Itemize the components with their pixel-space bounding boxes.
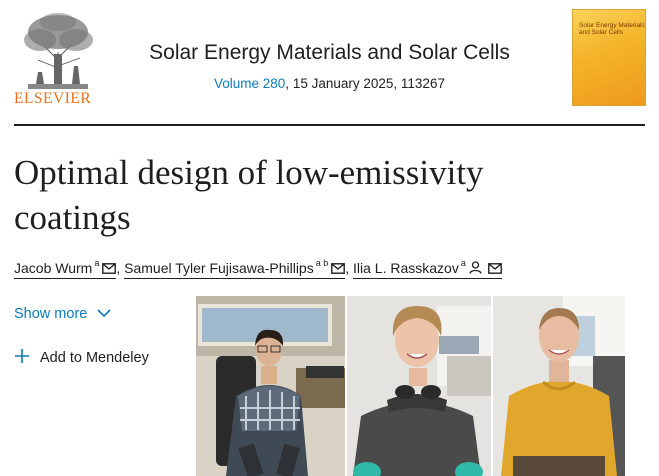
photo-samuel-fujisawa-phillips <box>347 296 491 476</box>
plus-icon <box>14 348 30 368</box>
mail-icon[interactable] <box>102 261 117 277</box>
author-jacob-wurm[interactable]: Jacob Wurm a <box>14 258 117 280</box>
author-list: Jacob Wurm a , Samuel Tyler Fujisawa-Phil… <box>14 258 502 280</box>
author-name: Jacob Wurm <box>14 260 93 276</box>
journal-cover-thumbnail[interactable]: Solar Energy Materials and Solar Cells <box>573 10 645 105</box>
author-separator: , <box>116 260 125 276</box>
chevron-down-icon <box>97 306 111 322</box>
mail-icon[interactable] <box>487 261 502 277</box>
affiliation-marker: a <box>460 258 466 268</box>
author-name: Samuel Tyler Fujisawa-Phillips <box>124 260 314 276</box>
cover-title: Solar Energy Materials and Solar Cells <box>579 22 645 36</box>
author-samuel-fujisawa-phillips[interactable]: Samuel Tyler Fujisawa-Phillips a b <box>124 258 346 280</box>
volume-link[interactable]: Volume 280 <box>214 76 286 91</box>
journal-title[interactable]: Solar Energy Materials and Solar Cells <box>149 41 510 64</box>
add-mendeley-label: Add to Mendeley <box>40 349 149 366</box>
person-icon[interactable] <box>469 261 482 277</box>
header-divider <box>14 124 645 126</box>
affiliation-marker: a <box>94 258 100 268</box>
mail-icon[interactable] <box>331 261 346 277</box>
issue-date-number: , 15 January 2025, 113267 <box>285 76 445 91</box>
show-more-label: Show more <box>14 306 88 322</box>
elsevier-tree-logo-icon[interactable] <box>14 10 102 106</box>
author-separator: , <box>345 260 354 276</box>
author-photos-graphic <box>196 296 625 476</box>
affiliation-marker: a b <box>315 258 329 268</box>
author-name: Ilia L. Rasskazov <box>353 260 459 276</box>
photo-jacob-wurm <box>196 296 345 476</box>
photo-ilia-rasskazov <box>493 296 625 476</box>
show-more-button[interactable]: Show more <box>14 306 111 322</box>
article-title: Optimal design of low-emissivity coating… <box>14 153 484 237</box>
author-ilia-rasskazov[interactable]: Ilia L. Rasskazov a <box>353 258 502 280</box>
publisher-wordmark[interactable]: ELSEVIER <box>14 90 92 107</box>
journal-issue-info: Volume 280, 15 January 2025, 113267 <box>0 76 659 91</box>
add-to-mendeley-button[interactable]: Add to Mendeley <box>14 348 149 368</box>
